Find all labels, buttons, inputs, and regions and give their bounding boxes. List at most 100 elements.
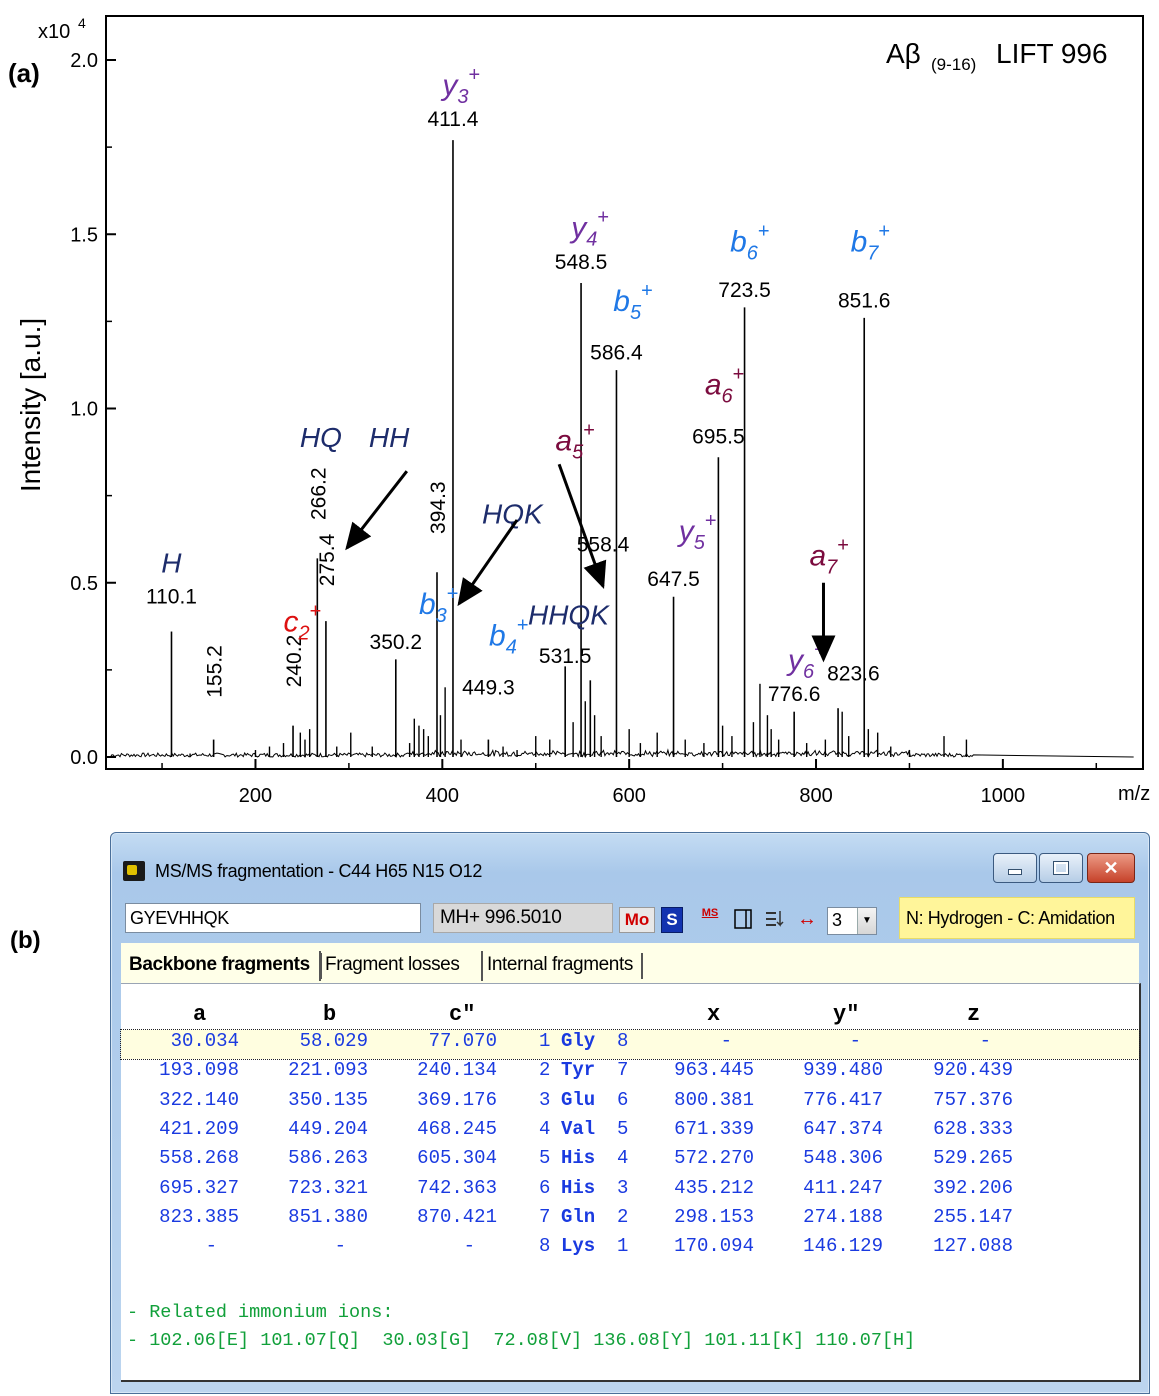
ion-label: b7+ [851,221,891,265]
axes: 0.0 0.5 1.0 1.5 2.0 200 400 600 800 1000 [70,15,1144,807]
immonium-ions: - 102.06[E] 101.07[Q] 30.03[G] 72.08[V] … [127,1330,916,1351]
sequence-input[interactable] [125,903,421,933]
table-row[interactable]: 421.209 449.204 468.245 4 Val 5 671.339 647.374… [121,1118,1139,1147]
cell-res: Val [561,1117,596,1140]
cell-rn: 4 [617,1147,629,1170]
x-tick-label: 200 [239,785,272,807]
cell-a: 695.327 [159,1176,239,1199]
svg-text:LIFT 996: LIFT 996 [996,38,1108,69]
y-tick-label: 0.5 [70,573,98,595]
peak-labels: 110.1 155.2 240.2 266.2 275.4 350.2 394.3 411.4… [146,108,891,706]
cell-c: 605.304 [417,1147,497,1170]
cell-x: 298.153 [674,1205,754,1228]
termini-info: N: Hydrogen - C: Amidation [899,897,1135,939]
y-tick-label: 1.0 [70,399,98,421]
table-row[interactable]: 193.098 221.093 240.134 2 Tyr 7 963.445 939.480… [121,1059,1139,1088]
ion-label: b3+ [419,583,459,627]
s-button[interactable]: S [661,907,683,933]
cell-n: 7 [539,1205,551,1228]
cell-z: - [979,1030,991,1052]
svg-text:x10: x10 [38,21,70,43]
cell-z: 255.147 [933,1205,1013,1228]
cell-b: 723.321 [288,1176,368,1199]
cell-b: - [334,1235,346,1258]
cell-c: 369.176 [417,1088,497,1111]
immonium-title: - Related immonium ions: [127,1302,394,1323]
peak-label: 548.5 [555,251,608,274]
chart-title: Aβ (9-16) LIFT 996 [886,38,1108,74]
peak-label: 449.3 [462,676,515,699]
cell-x: 170.094 [674,1235,754,1258]
annotation-arrow [557,463,607,590]
svg-text:4: 4 [78,15,86,31]
svg-text:(9-16): (9-16) [931,55,976,74]
cell-c: 77.070 [428,1030,497,1052]
x-tick-label: 800 [799,785,832,807]
cell-z: 920.439 [933,1059,1013,1082]
charge-value: 3 [832,910,843,930]
x-tick-label: 1000 [981,785,1026,807]
cell-n: 3 [539,1088,551,1111]
cell-y: 146.129 [803,1235,883,1258]
charge-select[interactable]: 3 ▼ [827,907,877,935]
cell-y: 274.188 [803,1205,883,1228]
immonium-label: H [161,547,182,578]
table-row[interactable]: 695.327 723.321 742.363 6 His 3 435.212 411.247… [121,1177,1139,1206]
table-row[interactable]: 558.268 586.263 605.304 5 His 4 572.270 548.306… [121,1147,1139,1176]
cell-y: 939.480 [803,1059,883,1082]
ms-spectrum-icon: MS [701,907,719,919]
cell-y: 647.374 [803,1117,883,1140]
cell-x: 963.445 [674,1059,754,1082]
ion-label: a7+ [809,534,849,578]
svg-text:Aβ: Aβ [886,38,921,69]
sort-icon [766,911,784,927]
table-row[interactable]: 823.385 851.380 870.421 7 Gln 2 298.153 274.188… [121,1206,1139,1235]
minimize-button[interactable] [993,853,1037,883]
tab-fragment-losses[interactable]: Fragment losses [319,951,463,981]
tab-backbone-fragments[interactable]: Backbone fragments [125,951,322,983]
cell-n: 6 [539,1176,551,1199]
peak-label: 155.2 [204,645,227,698]
toolbar: MH+ 996.5010 Mo S MS ↔ 3 ▼ N: Hydrogen -… [121,893,1139,939]
peak-label: 350.2 [370,631,423,654]
cell-res: His [561,1176,596,1199]
column-header-a: a [193,1002,207,1027]
cell-a: 823.385 [159,1205,239,1228]
chevron-down-icon[interactable]: ▼ [857,908,876,934]
cell-c: 742.363 [417,1176,497,1199]
cell-res: Gly [561,1030,596,1052]
cell-res: Gln [561,1205,596,1228]
peak-label: 240.2 [283,635,306,688]
maximize-button[interactable] [1039,853,1083,883]
close-button[interactable]: ✕ [1087,853,1135,883]
columns-button[interactable] [731,907,755,933]
peak-label: 266.2 [307,467,330,520]
cell-x: - [720,1030,732,1052]
cell-rn: 6 [617,1088,629,1111]
cell-rn: 1 [617,1235,629,1258]
cell-z: 628.333 [933,1117,1013,1140]
spectrum-chart: (a) x10 4 Intensity [a.u.] m/z Aβ (9-16)… [8,15,1150,807]
ion-label: y5+ [677,510,717,554]
mono-button[interactable]: Mo [619,907,655,933]
cell-z: 529.265 [933,1147,1013,1170]
column-header-y: y" [833,1002,860,1027]
cell-y: 548.306 [803,1147,883,1170]
immonium-label: HQ [300,422,342,453]
cell-z: 127.088 [933,1235,1013,1258]
sort-button[interactable] [761,907,787,933]
mh-value: MH+ 996.5010 [433,903,613,933]
x-tick-label: 600 [612,785,645,807]
tab-internal-fragments[interactable]: Internal fragments [481,951,643,981]
table-row[interactable]: 322.140 350.135 369.176 3 Glu 6 800.381 776.417… [121,1089,1139,1118]
ion-label: y3+ [440,64,480,108]
expand-button[interactable]: ↔ [793,907,821,933]
table-row[interactable]: - - - 8 Lys 1 170.094 146.129 127.088 [121,1235,1139,1264]
baseline-noise [110,748,1134,759]
peak-label: 394.3 [427,481,450,534]
ms-spectrum-button[interactable]: MS [697,907,723,933]
annotation-arrows [345,463,836,663]
cell-a: 322.140 [159,1088,239,1111]
cell-n: 5 [539,1147,551,1170]
table-row[interactable]: 30.034 58.029 77.070 1 Gly 8 - - - [120,1029,1140,1060]
